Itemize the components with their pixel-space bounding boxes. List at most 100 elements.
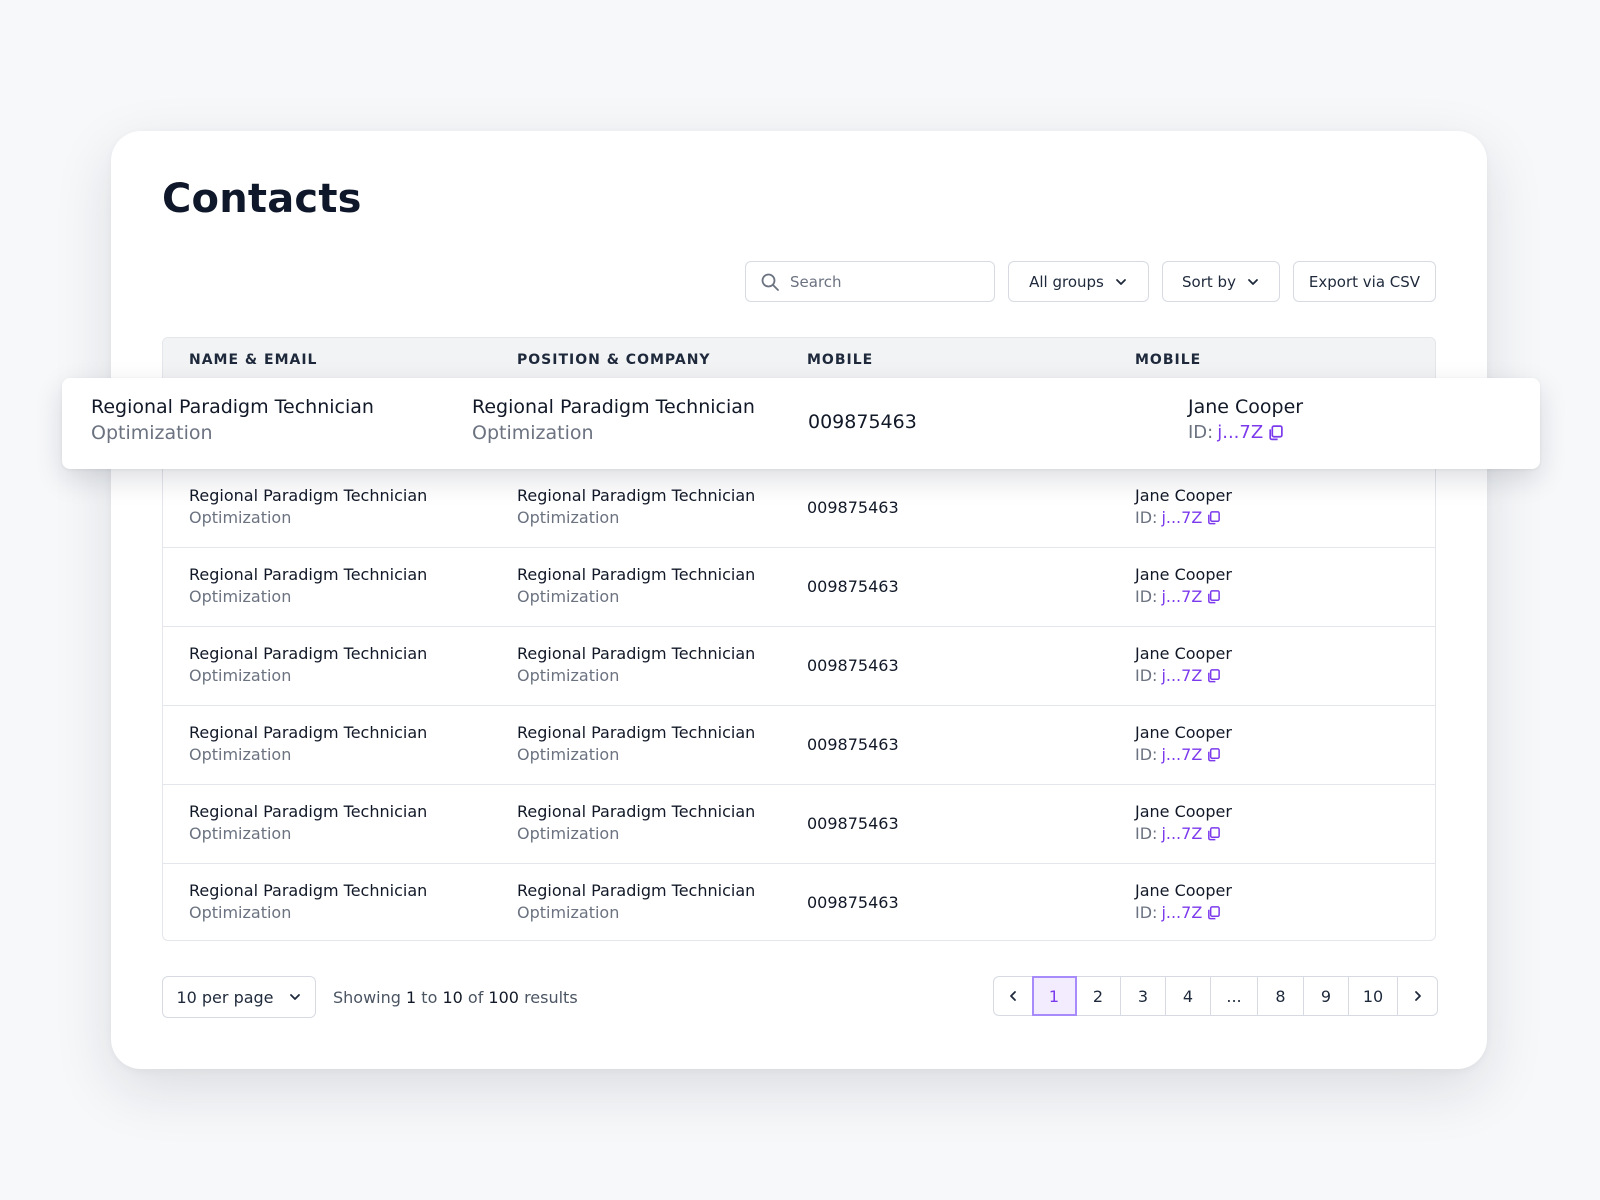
copy-icon[interactable] xyxy=(1206,905,1221,920)
contact-company: Optimization xyxy=(517,666,620,685)
page-ellipsis: ... xyxy=(1211,977,1258,1015)
id-value-link[interactable]: j...7Z xyxy=(1161,666,1203,685)
contact-id-line: ID: j...7Z xyxy=(1135,824,1232,843)
column-header-mobile-2[interactable]: MOBILE xyxy=(1135,352,1202,368)
contact-position: Regional Paradigm Technician xyxy=(517,881,756,900)
name-email-cell: Regional Paradigm Technician Optimizatio… xyxy=(189,565,427,606)
table-row[interactable]: Regional Paradigm Technician Optimizatio… xyxy=(163,469,1435,548)
groups-dropdown[interactable]: All groups xyxy=(1008,261,1149,302)
per-page-label: 10 per page xyxy=(176,987,274,1007)
per-page-dropdown[interactable]: 10 per page xyxy=(162,976,316,1018)
mobile-cell: 009875463 xyxy=(807,735,899,754)
copy-icon[interactable] xyxy=(1206,826,1221,841)
name-email-cell: Regional Paradigm Technician Optimizatio… xyxy=(189,486,427,527)
id-value-link[interactable]: j...7Z xyxy=(1161,903,1203,922)
table-row[interactable]: Regional Paradigm Technician Optimizatio… xyxy=(163,548,1435,627)
id-value-link[interactable]: j...7Z xyxy=(1161,745,1203,764)
contact-id-cell: Jane Cooper ID: j...7Z xyxy=(1135,565,1232,606)
table-header: NAME & EMAIL POSITION & COMPANY MOBILE M… xyxy=(163,338,1435,380)
chevron-down-icon xyxy=(1248,278,1258,285)
contact-owner-name: Jane Cooper xyxy=(1135,644,1232,663)
page-button-4[interactable]: 4 xyxy=(1166,977,1211,1015)
contact-id-line: ID: j...7Z xyxy=(1135,745,1232,764)
copy-icon[interactable] xyxy=(1267,424,1284,441)
contact-email: Optimization xyxy=(189,745,292,764)
prev-page-button[interactable] xyxy=(994,977,1033,1015)
copy-icon[interactable] xyxy=(1206,668,1221,683)
chevron-down-icon xyxy=(1115,278,1126,285)
contact-id-line: ID: j...7Z xyxy=(1135,508,1232,527)
table-row[interactable]: Regional Paradigm Technician Optimizatio… xyxy=(163,785,1435,864)
contact-company: Optimization xyxy=(517,508,620,527)
page-button-10[interactable]: 10 xyxy=(1349,977,1398,1015)
table-row[interactable]: Regional Paradigm Technician Optimizatio… xyxy=(163,864,1435,940)
id-label: ID: xyxy=(1135,824,1158,843)
column-header-position-company[interactable]: POSITION & COMPANY xyxy=(517,352,711,368)
position-company-cell: Regional Paradigm Technician Optimizatio… xyxy=(517,723,755,764)
id-label: ID: xyxy=(1135,745,1158,764)
results-total: 100 xyxy=(488,988,519,1007)
contact-position: Regional Paradigm Technician xyxy=(517,723,756,742)
chevron-down-icon xyxy=(289,994,300,1000)
column-header-mobile[interactable]: MOBILE xyxy=(807,352,874,368)
search-box[interactable] xyxy=(745,261,995,302)
contact-email: Optimization xyxy=(189,508,292,527)
id-value-link[interactable]: j...7Z xyxy=(1161,587,1203,606)
results-prefix: Showing xyxy=(333,988,401,1007)
position-company-cell: Regional Paradigm Technician Optimizatio… xyxy=(517,881,755,922)
column-header-name-email[interactable]: NAME & EMAIL xyxy=(189,352,318,368)
mobile-cell: 009875463 xyxy=(807,814,899,833)
sort-dropdown-label: Sort by xyxy=(1182,272,1236,291)
contact-email: Optimization xyxy=(189,824,292,843)
id-value-link[interactable]: j...7Z xyxy=(1161,824,1203,843)
table-row[interactable]: Regional Paradigm Technician Optimizatio… xyxy=(163,706,1435,785)
contact-id-cell: Jane Cooper ID: j...7Z xyxy=(1135,723,1232,764)
copy-icon[interactable] xyxy=(1206,589,1221,604)
name-email-cell: Regional Paradigm Technician Optimizatio… xyxy=(189,881,427,922)
groups-dropdown-label: All groups xyxy=(1029,272,1104,291)
next-page-button[interactable] xyxy=(1398,977,1437,1015)
page-button-8[interactable]: 8 xyxy=(1258,977,1304,1015)
position-company-cell: Regional Paradigm Technician Optimizatio… xyxy=(517,644,755,685)
name-email-cell: Regional Paradigm Technician Optimizatio… xyxy=(189,802,427,843)
copy-icon[interactable] xyxy=(1206,747,1221,762)
id-value-link[interactable]: j...7Z xyxy=(1161,508,1203,527)
id-value-link[interactable]: j...7Z xyxy=(1217,422,1264,443)
id-label: ID: xyxy=(1135,903,1158,922)
contact-name: Regional Paradigm Technician xyxy=(91,396,374,418)
contact-id-line: ID: j...7Z xyxy=(1135,587,1232,606)
contact-company: Optimization xyxy=(517,824,620,843)
contact-id-line: ID: j...7Z xyxy=(1188,422,1303,443)
page-button-3[interactable]: 3 xyxy=(1121,977,1166,1015)
position-company-cell: Regional Paradigm Technician Optimizatio… xyxy=(517,565,755,606)
name-email-cell: Regional Paradigm Technician Optimizatio… xyxy=(189,644,427,685)
contact-position: Regional Paradigm Technician xyxy=(517,565,756,584)
contact-id-cell: Jane Cooper ID: j...7Z xyxy=(1135,644,1232,685)
id-label: ID: xyxy=(1135,666,1158,685)
highlighted-row[interactable]: Regional Paradigm Technician Optimizatio… xyxy=(62,378,1540,469)
search-input[interactable] xyxy=(790,272,980,291)
contact-name: Regional Paradigm Technician xyxy=(189,486,428,505)
contact-email: Optimization xyxy=(91,422,213,444)
contact-id-cell: Jane Cooper ID: j...7Z xyxy=(1188,396,1303,443)
page-button-1[interactable]: 1 xyxy=(1032,976,1077,1016)
name-email-cell: Regional Paradigm Technician Optimizatio… xyxy=(91,396,374,444)
position-company-cell: Regional Paradigm Technician Optimizatio… xyxy=(517,486,755,527)
page-button-9[interactable]: 9 xyxy=(1304,977,1349,1015)
results-to: 10 xyxy=(442,988,463,1007)
contact-position: Regional Paradigm Technician xyxy=(472,396,755,418)
sort-dropdown[interactable]: Sort by xyxy=(1162,261,1280,302)
contact-email: Optimization xyxy=(189,903,292,922)
contact-name: Regional Paradigm Technician xyxy=(189,881,428,900)
copy-icon[interactable] xyxy=(1206,510,1221,525)
page-button-2[interactable]: 2 xyxy=(1076,977,1121,1015)
table-row[interactable]: Regional Paradigm Technician Optimizatio… xyxy=(163,627,1435,706)
id-label: ID: xyxy=(1135,508,1158,527)
results-suffix: results xyxy=(524,988,578,1007)
export-csv-button[interactable]: Export via CSV xyxy=(1293,261,1436,302)
contact-id-line: ID: j...7Z xyxy=(1135,666,1232,685)
contact-company: Optimization xyxy=(472,422,594,444)
mobile-cell: 009875463 xyxy=(808,411,917,433)
id-label: ID: xyxy=(1188,422,1214,443)
